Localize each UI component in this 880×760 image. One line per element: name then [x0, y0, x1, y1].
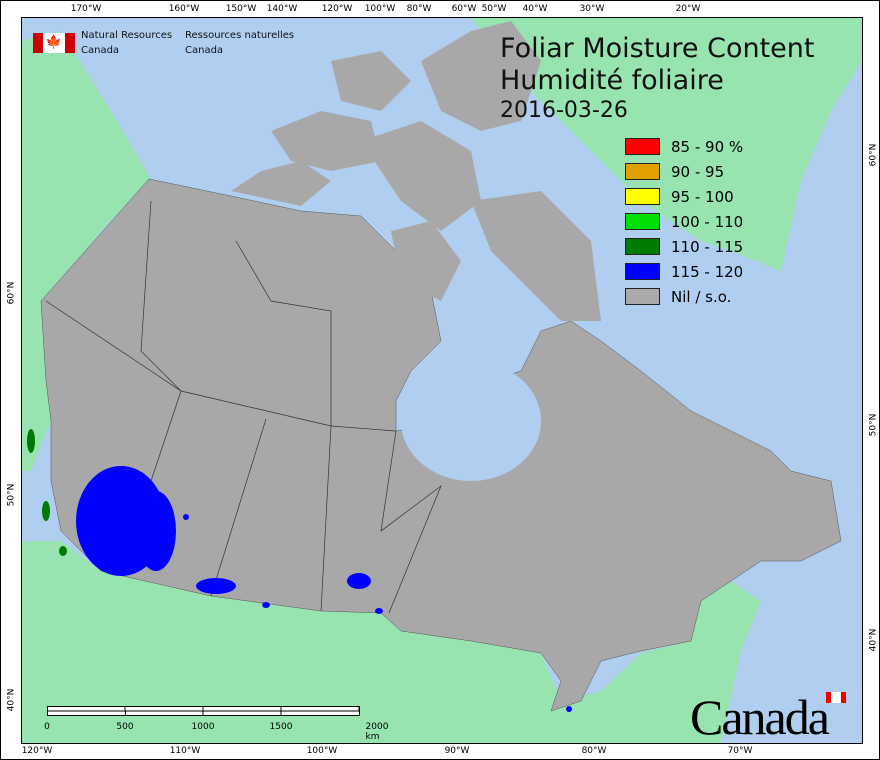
bottom-tick: 120°W: [21, 746, 53, 756]
bottom-tick: 90°W: [444, 746, 470, 756]
right-tick: 60°N: [868, 143, 879, 167]
legend-item: 85 - 90 %: [625, 134, 743, 159]
legend-item: 95 - 100: [625, 184, 743, 209]
wordmark-flag-icon: [826, 692, 846, 703]
left-tick: 50°N: [6, 483, 17, 507]
top-tick: 170°W: [70, 4, 102, 14]
title-french: Humidité foliaire: [500, 65, 724, 96]
top-tick: 120°W: [321, 4, 353, 14]
legend-item: 100 - 110: [625, 209, 743, 234]
map-date: 2016-03-26: [500, 98, 628, 123]
top-tick: 30°W: [579, 4, 605, 14]
legend-label: 100 - 110: [671, 212, 744, 231]
legend: 85 - 90 % 90 - 95 95 - 100 100 - 110 110 - 1…: [625, 134, 743, 309]
map-title: Foliar Moisture Content Humidité foliair…: [500, 33, 814, 97]
legend-swatch: [625, 138, 660, 155]
scale-label: 1500: [269, 722, 293, 732]
provincial-borders: [45, 200, 442, 614]
alaska: [22, 31, 151, 301]
legend-label: 85 - 90 %: [671, 137, 744, 156]
scale-label: 2000 km: [365, 722, 389, 742]
legend-item: 90 - 95: [625, 159, 743, 184]
top-tick: 50°W: [481, 4, 507, 14]
scale-label: 500: [116, 722, 134, 732]
agency-fr-line2: Canada: [185, 45, 224, 56]
scale-label: 1000: [191, 722, 215, 732]
top-tick: 150°W: [225, 4, 257, 14]
top-tick: 20°W: [675, 4, 701, 14]
fmc-115-120-areas: [76, 466, 572, 712]
scale-label: 0: [44, 722, 50, 732]
top-tick: 40°W: [522, 4, 548, 14]
greenland: [471, 18, 862, 271]
fmc-110-115-areas: [27, 429, 67, 556]
legend-swatch: [625, 263, 660, 280]
arctic-islands: [231, 21, 601, 321]
legend-label: 115 - 120: [671, 262, 744, 281]
right-tick: 40°N: [868, 628, 879, 652]
top-tick: 140°W: [266, 4, 298, 14]
legend-swatch: [625, 188, 660, 205]
legend-label: 90 - 95: [671, 162, 725, 181]
legend-swatch: [625, 288, 660, 305]
top-tick: 100°W: [364, 4, 396, 14]
title-english: Foliar Moisture Content: [500, 33, 815, 64]
top-tick: 80°W: [406, 4, 432, 14]
left-tick: 60°N: [6, 281, 17, 305]
scale-bar-graphic: [47, 706, 360, 716]
agency-en-line2: Canada: [81, 45, 120, 56]
bottom-tick: 80°W: [581, 746, 607, 756]
legend-label: 110 - 115: [671, 237, 744, 256]
top-tick: 60°W: [451, 4, 477, 14]
map-canvas[interactable]: [21, 17, 863, 744]
legend-swatch: [625, 213, 660, 230]
top-tick: 160°W: [168, 4, 200, 14]
right-tick: 50°N: [868, 413, 879, 437]
legend-swatch: [625, 238, 660, 255]
hudson-bay: [401, 361, 541, 481]
bottom-tick: 70°W: [727, 746, 753, 756]
united-states: [22, 541, 761, 743]
legend-label: 95 - 100: [671, 187, 734, 206]
legend-item: 110 - 115: [625, 234, 743, 259]
canada-flag-icon: 🍁: [33, 33, 75, 53]
agency-en-line1: Natural Resources: [81, 30, 173, 41]
bottom-tick: 110°W: [169, 746, 201, 756]
map-svg: [22, 18, 862, 743]
agency-fr-line1: Ressources naturelles: [185, 30, 295, 41]
left-tick: 40°N: [6, 688, 17, 712]
canada-wordmark: Canada: [690, 689, 830, 745]
legend-item: Nil / s.o.: [625, 284, 743, 309]
legend-item: 115 - 120: [625, 259, 743, 284]
legend-label: Nil / s.o.: [671, 287, 732, 306]
legend-swatch: [625, 163, 660, 180]
bottom-tick: 100°W: [306, 746, 338, 756]
